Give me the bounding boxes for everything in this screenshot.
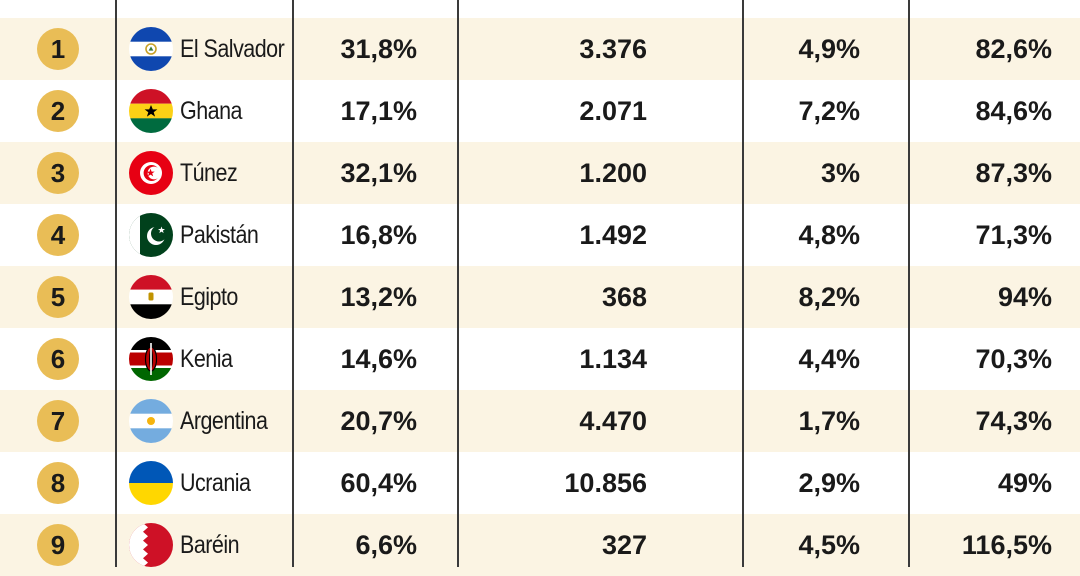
table-cell: 8,2% <box>798 282 860 312</box>
rank-badge: 1 <box>37 28 79 70</box>
table-cell: 4,4% <box>798 344 860 374</box>
table-cell: 4,5% <box>798 530 860 560</box>
table-row: 5 Egipto 13,2% 368 8,2% 94% <box>0 266 1080 328</box>
rank-badge: 7 <box>37 400 79 442</box>
table-cell: 1.492 <box>579 220 647 250</box>
tunisia-flag-icon <box>129 151 173 195</box>
table-cell: 1.200 <box>579 158 647 188</box>
table-cell: 16,8% <box>340 220 417 250</box>
table-row: 4 Pakistán 16,8% 1.492 4,8% 71,3% <box>0 204 1080 266</box>
kenya-flag-icon <box>129 337 173 381</box>
table-cell: 7,2% <box>798 96 860 126</box>
column-divider <box>457 0 459 567</box>
table-row: 9 Baréin 6,6% 327 4,5% 116,5% <box>0 514 1080 576</box>
table-row: 8 Ucrania 60,4% 10.856 2,9% 49% <box>0 452 1080 514</box>
table-cell: 84,6% <box>975 96 1052 126</box>
table-cell: 4.470 <box>579 406 647 436</box>
table-cell: 1.134 <box>579 344 647 374</box>
pakistan-flag-icon <box>129 213 173 257</box>
table-cell: 2.071 <box>579 96 647 126</box>
table-cell: 13,2% <box>340 282 417 312</box>
table-cell: 10.856 <box>564 468 647 498</box>
country-name: Ucrania <box>180 469 251 497</box>
table-cell: 32,1% <box>340 158 417 188</box>
table-cell: 116,5% <box>961 530 1052 560</box>
argentina-flag-icon <box>129 399 173 443</box>
rank-badge: 9 <box>37 524 79 566</box>
table-cell: 87,3% <box>975 158 1052 188</box>
table-cell: 71,3% <box>975 220 1052 250</box>
egypt-flag-icon <box>129 275 173 319</box>
table-row: 2 Ghana 17,1% 2.071 7,2% 84,6% <box>0 80 1080 142</box>
table-cell: 2,9% <box>798 468 860 498</box>
table-row: 3 Túnez 32,1% 1.200 3% 87,3% <box>0 142 1080 204</box>
table-cell: 31,8% <box>340 34 417 64</box>
table-cell: 17,1% <box>340 96 417 126</box>
rank-badge: 5 <box>37 276 79 318</box>
table-cell: 49% <box>997 468 1052 498</box>
table-cell: 3.376 <box>579 34 647 64</box>
country-name: Argentina <box>180 407 268 435</box>
table-cell: 6,6% <box>355 530 417 560</box>
column-divider <box>292 0 294 567</box>
column-divider <box>115 0 117 567</box>
rank-badge: 2 <box>37 90 79 132</box>
country-name: Pakistán <box>180 221 259 249</box>
table-cell: 20,7% <box>340 406 417 436</box>
table-cell: 14,6% <box>340 344 417 374</box>
table-cell: 3% <box>820 158 860 188</box>
table-cell: 82,6% <box>975 34 1052 64</box>
table-cell: 1,7% <box>798 406 860 436</box>
table-cell: 4,8% <box>798 220 860 250</box>
column-divider <box>742 0 744 567</box>
country-name: Túnez <box>180 159 238 187</box>
country-name: Egipto <box>180 283 238 311</box>
rank-badge: 8 <box>37 462 79 504</box>
rank-badge: 6 <box>37 338 79 380</box>
country-name: Baréin <box>180 531 240 559</box>
table-cell: 60,4% <box>340 468 417 498</box>
rank-badge: 4 <box>37 214 79 256</box>
country-name: Kenia <box>180 345 233 373</box>
table-cell: 368 <box>601 282 647 312</box>
column-divider <box>908 0 910 567</box>
table-cell: 94% <box>997 282 1052 312</box>
table-cell: 70,3% <box>975 344 1052 374</box>
table-cell: 327 <box>601 530 647 560</box>
ukraine-flag-icon <box>129 461 173 505</box>
table-row: 7 Argentina 20,7% 4.470 1,7% 74,3% <box>0 390 1080 452</box>
ghana-flag-icon <box>129 89 173 133</box>
country-name: Ghana <box>180 97 242 125</box>
table-row: 6 Kenia 14,6% 1.134 4,4% 70,3% <box>0 328 1080 390</box>
country-name: El Salvador <box>180 35 285 63</box>
table-row: 1 El Salvador 31,8% 3.376 4,9% 82,6% <box>0 18 1080 80</box>
table-cell: 4,9% <box>798 34 860 64</box>
table-cell: 74,3% <box>975 406 1052 436</box>
el-salvador-flag-icon <box>129 27 173 71</box>
rank-badge: 3 <box>37 152 79 194</box>
bahrain-flag-icon <box>129 523 173 567</box>
